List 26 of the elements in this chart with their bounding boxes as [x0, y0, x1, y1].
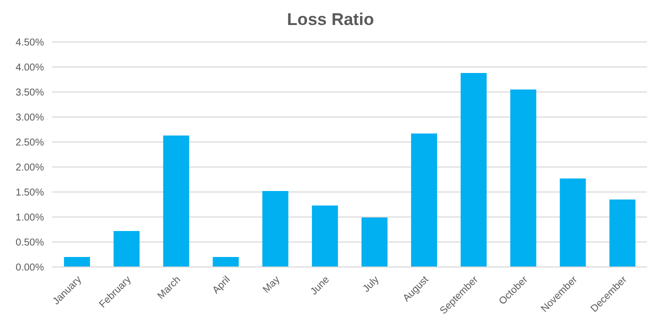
- bar: [411, 134, 438, 267]
- bar: [212, 257, 239, 267]
- bar: [64, 257, 90, 267]
- y-tick-label: 1.50%: [16, 188, 44, 199]
- chart-title: Loss Ratio: [286, 9, 375, 31]
- x-tick-label: June: [308, 274, 332, 298]
- bar: [262, 191, 288, 267]
- y-tick-label: 0.50%: [16, 238, 44, 249]
- x-tick-label: July: [361, 274, 382, 295]
- y-tick-label: 4.50%: [16, 38, 44, 49]
- y-tick-label: 1.00%: [16, 212, 44, 224]
- y-tick-label: 3.50%: [16, 88, 44, 99]
- bar: [163, 136, 190, 267]
- bar: [312, 206, 338, 267]
- x-tick-label: May: [261, 274, 282, 296]
- bar: [560, 178, 586, 267]
- bar: [114, 231, 140, 267]
- bar: [510, 90, 536, 267]
- bar: [460, 73, 487, 267]
- bar: [362, 218, 388, 267]
- y-tick-label: 2.50%: [16, 138, 44, 149]
- y-tick-label: 4.00%: [16, 62, 44, 74]
- y-tick-label: 3.00%: [16, 112, 44, 124]
- bar: [609, 200, 636, 267]
- y-tick-label: 2.00%: [16, 162, 44, 174]
- y-tick-label: 0.00%: [16, 262, 44, 274]
